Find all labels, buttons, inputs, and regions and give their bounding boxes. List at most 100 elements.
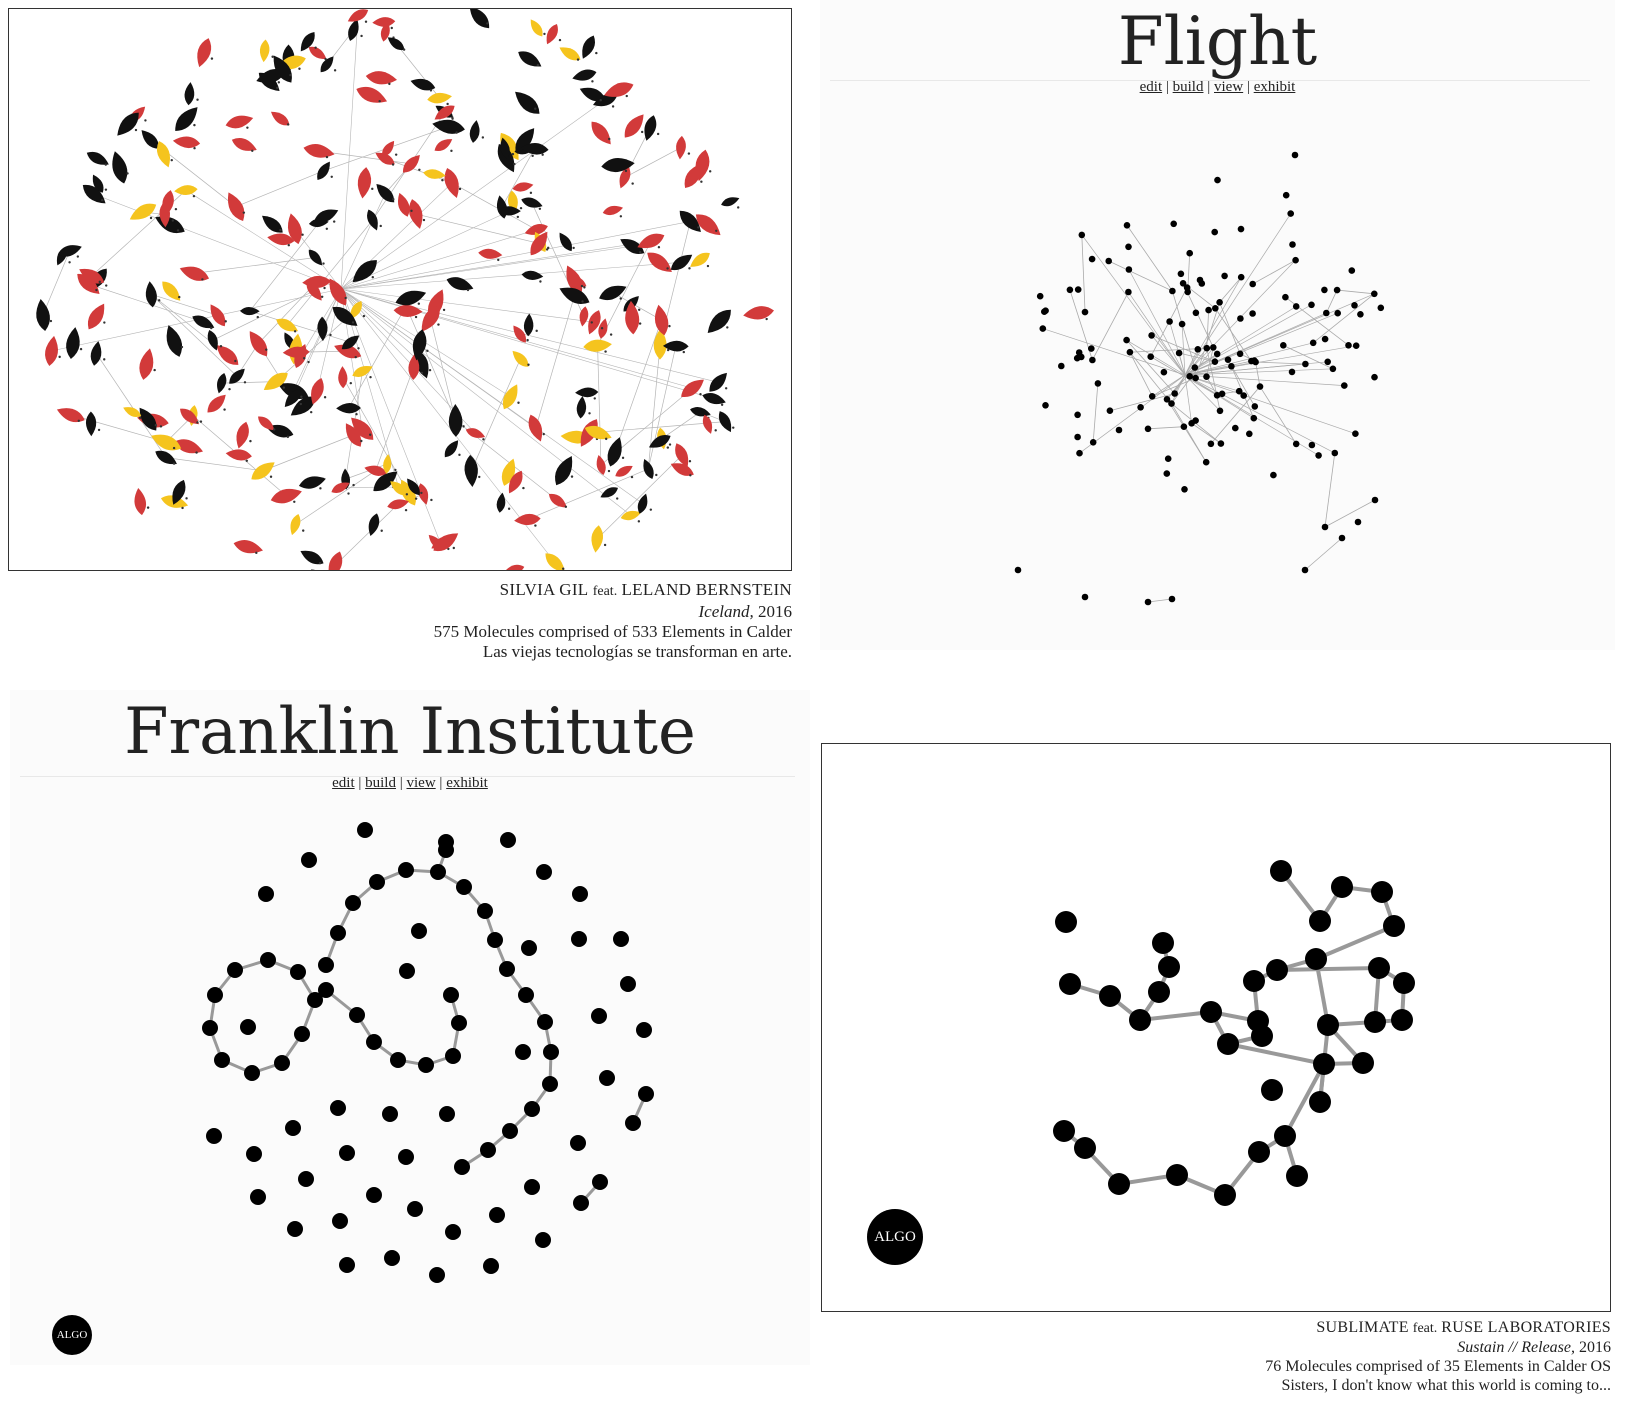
network-node (1291, 151, 1299, 159)
edge-line (1252, 259, 1296, 285)
network-node (1341, 382, 1348, 389)
iceland-artwork-frame[interactable] (8, 8, 792, 571)
leaf-shape (227, 192, 245, 222)
network-node (1308, 301, 1315, 309)
network-node (1039, 325, 1047, 332)
node-dot (531, 154, 534, 158)
node-dot (394, 468, 397, 472)
node-dot (726, 326, 729, 329)
network-node (1192, 374, 1199, 382)
dot-node (499, 961, 515, 977)
node-dot (657, 246, 661, 249)
node-dot (330, 175, 333, 179)
node-dot (689, 474, 692, 477)
dot-node (345, 895, 361, 911)
node-dot (414, 497, 418, 500)
dot-node (524, 1101, 540, 1117)
algo-badge[interactable]: ALGO (52, 1315, 92, 1355)
leaf-shape (615, 465, 633, 477)
franklin-title-divider (20, 776, 795, 777)
exhibit-link[interactable]: exhibit (1253, 79, 1296, 95)
leaf-shape (334, 344, 362, 359)
edge-line (1219, 276, 1242, 303)
work-title: Sustain // Release, (1457, 1339, 1575, 1356)
feat-label: feat. (592, 584, 618, 599)
network-node (1178, 320, 1186, 328)
connection-line (340, 240, 651, 290)
franklin-nav: edit | build | view | exhibit (10, 775, 810, 792)
exhibit-link[interactable]: exhibit (446, 775, 488, 791)
network-node (1236, 350, 1244, 358)
node-dot (180, 345, 184, 349)
dot-node (366, 1187, 382, 1203)
network-node (1246, 430, 1253, 438)
node-dot (619, 297, 622, 300)
node-dot (583, 286, 586, 289)
edit-link[interactable]: edit (1139, 79, 1163, 95)
leaf-shape (576, 396, 587, 419)
connection-line (166, 457, 264, 472)
leaf-shape (579, 87, 606, 102)
node-dot (347, 492, 350, 495)
network-node (1074, 411, 1081, 419)
connection-line (340, 193, 386, 290)
leaf-shape (432, 119, 465, 134)
leaf-shape (515, 91, 540, 114)
leaf-shape (446, 277, 474, 291)
iceland-caption: SILVIA GIL feat. LELAND BERNSTEIN Icelan… (8, 580, 792, 662)
network-node (1331, 449, 1339, 457)
leaf-shape (56, 408, 85, 423)
work-year: 2016 (1579, 1339, 1611, 1356)
network-node (1280, 342, 1287, 349)
network-node (1211, 228, 1218, 236)
build-link[interactable]: build (1172, 79, 1204, 95)
node-dot (210, 326, 213, 330)
leaf-shape (262, 215, 283, 233)
edge-line (1081, 234, 1086, 313)
leaf-shape (545, 553, 565, 570)
network-node (1164, 455, 1172, 463)
dot-node (398, 1149, 414, 1165)
leaf-shape (90, 341, 102, 366)
leaf-shape (328, 551, 343, 570)
network-node (1334, 309, 1341, 317)
algo-badge[interactable]: ALGO (867, 1209, 923, 1265)
build-link[interactable]: build (365, 775, 396, 791)
leaf-shape (600, 487, 618, 498)
network-node (1352, 430, 1359, 438)
node-dot (287, 244, 291, 247)
leaf-shape (503, 564, 525, 570)
network-node (1323, 309, 1330, 317)
artist-name: SUBLIMATE (1316, 1319, 1409, 1336)
node-dot (276, 86, 279, 90)
connection-line (612, 292, 662, 321)
dot-node (285, 1120, 301, 1136)
view-link[interactable]: view (1214, 79, 1244, 95)
edit-link[interactable]: edit (332, 775, 355, 791)
view-link[interactable]: view (406, 775, 436, 791)
connection-line (95, 353, 167, 458)
node-dot (279, 228, 282, 232)
leaf-shape (317, 316, 328, 342)
edge-line (1324, 499, 1376, 528)
network-node (1123, 222, 1131, 229)
sustain-artwork-frame[interactable] (821, 743, 1611, 1312)
leaf-shape (216, 345, 239, 365)
network-node (1147, 353, 1154, 361)
connection-line (647, 344, 661, 469)
molecule-bonds (1062, 869, 1406, 1197)
flight-network-area[interactable] (820, 0, 1615, 650)
node-dot (352, 483, 355, 487)
franklin-network-area[interactable] (10, 690, 810, 1365)
node-dot (590, 321, 593, 324)
node-dot (564, 505, 568, 508)
network-node (1292, 303, 1300, 310)
dot-node (287, 1221, 303, 1237)
leaf-shape (306, 280, 322, 301)
edge-line (1324, 452, 1336, 528)
dot-node (537, 1014, 553, 1030)
network-node (1333, 286, 1341, 294)
network-node (1094, 380, 1102, 387)
node-dot (271, 55, 274, 58)
network-node (1221, 272, 1228, 280)
